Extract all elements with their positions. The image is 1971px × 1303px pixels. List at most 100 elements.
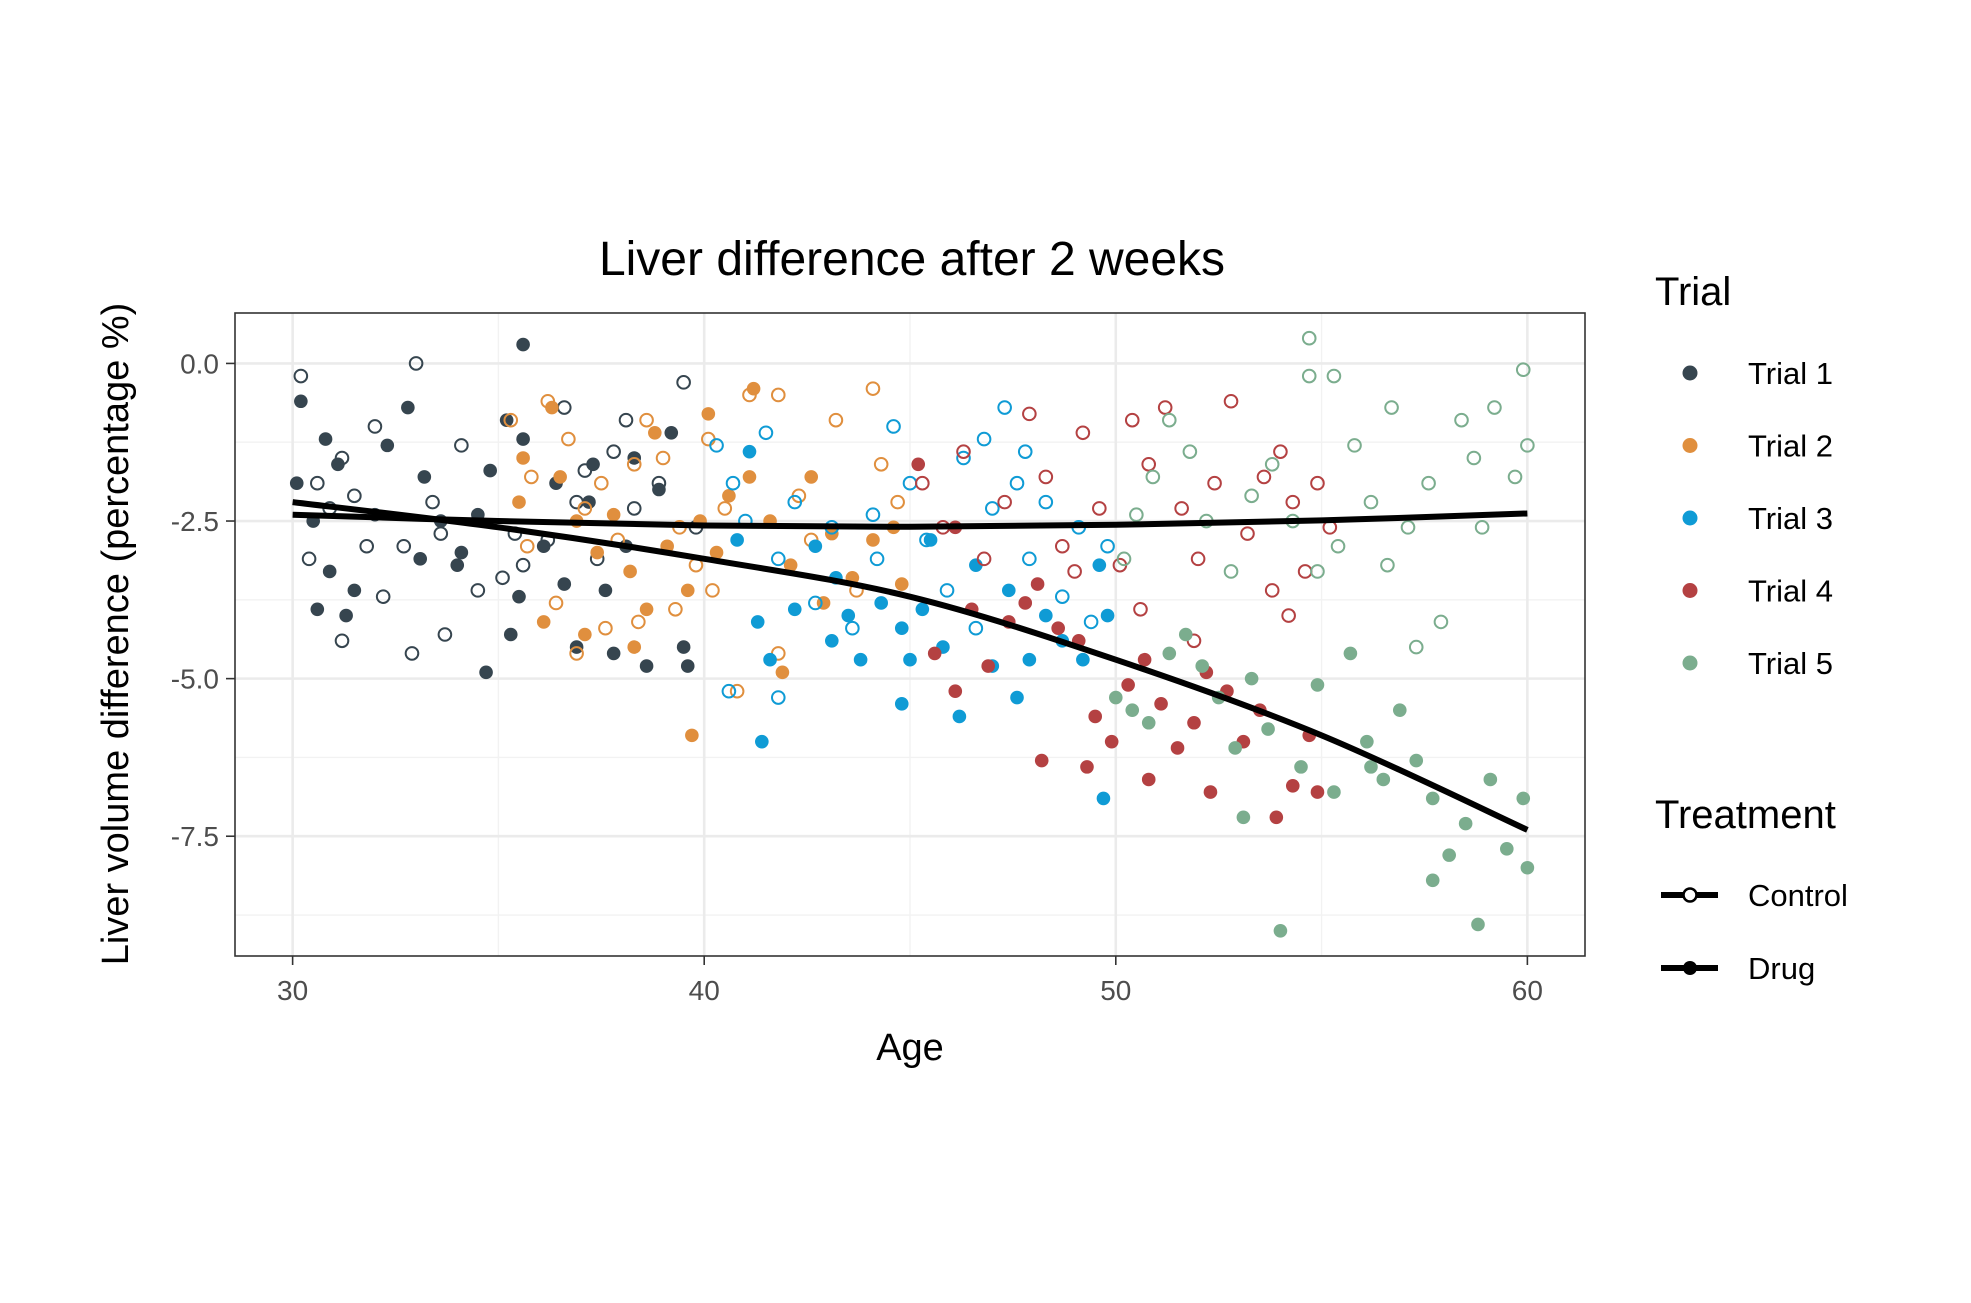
data-point-control: [770, 551, 786, 567]
data-point-drug: [1125, 703, 1140, 717]
data-point-control: [470, 583, 486, 598]
data-point-control: [709, 438, 724, 453]
data-point-control: [976, 551, 992, 567]
data-point-drug: [1104, 734, 1119, 749]
data-point-control: [1264, 583, 1280, 598]
data-point-control: [310, 475, 325, 491]
data-point-control: [770, 387, 786, 403]
data-point-drug: [590, 545, 604, 560]
x-tick-label: 40: [689, 975, 720, 1006]
data-point-control: [1515, 362, 1531, 378]
data-point-control: [639, 412, 654, 428]
data-point-control: [808, 595, 823, 611]
data-point-drug: [401, 400, 415, 415]
data-point-control: [375, 589, 391, 604]
data-point-control: [577, 501, 593, 516]
data-point-control: [1285, 494, 1301, 510]
data-point-drug: [1178, 627, 1193, 642]
data-point-drug: [894, 621, 909, 635]
data-point-drug: [1236, 810, 1251, 825]
plot-border: [234, 312, 1586, 957]
data-point-drug: [915, 602, 930, 617]
data-point-drug: [578, 627, 592, 642]
data-point-drug: [808, 539, 823, 554]
data-point-drug: [1425, 791, 1440, 806]
data-point-drug: [1244, 671, 1259, 686]
data-point-drug: [804, 470, 819, 484]
data-point-control: [293, 368, 309, 384]
data-point-control: [869, 551, 885, 567]
data-point-drug: [1269, 810, 1284, 825]
legend-label: Trial 5: [1748, 646, 1833, 681]
data-point-drug: [1310, 678, 1325, 692]
data-point-control: [301, 551, 317, 567]
data-point-control: [1009, 475, 1025, 491]
data-point-drug: [1141, 715, 1156, 730]
data-point-control: [1244, 488, 1259, 504]
data-point-control: [655, 450, 671, 466]
data-point-control: [676, 375, 691, 390]
data-point-control: [1067, 564, 1082, 579]
x-tick-label: 30: [277, 975, 308, 1006]
data-point-drug: [923, 533, 938, 547]
data-point-drug: [1360, 734, 1374, 749]
data-point-control: [598, 620, 613, 636]
data-point-control: [569, 646, 584, 661]
data-point-drug: [450, 558, 465, 572]
data-point-control: [1054, 538, 1070, 554]
data-point-drug: [1364, 760, 1378, 774]
data-point-drug: [1187, 715, 1201, 730]
data-point-drug: [948, 684, 963, 699]
data-point-control: [976, 431, 992, 447]
data-point-drug: [874, 596, 888, 610]
data-point-control: [1124, 412, 1140, 428]
data-point-drug: [499, 413, 514, 427]
data-point-drug: [627, 640, 642, 654]
data-point-drug: [454, 545, 469, 560]
data-point-control: [519, 538, 535, 554]
data-point-drug: [746, 381, 761, 396]
data-point-drug: [648, 425, 662, 440]
data-point-drug: [516, 337, 530, 352]
data-point-drug: [1376, 772, 1391, 787]
data-point-drug: [1195, 659, 1210, 673]
data-point-control: [359, 538, 375, 554]
trial-legend-item: Trial 5: [1682, 646, 1833, 681]
data-point-control: [1116, 551, 1132, 567]
data-point-drug: [1010, 690, 1024, 705]
data-point-control: [1384, 400, 1399, 415]
data-point-drug: [903, 652, 917, 667]
data-point-drug: [318, 432, 333, 446]
data-point-drug: [512, 495, 526, 509]
data-point-drug: [676, 640, 691, 654]
data-point-drug: [1034, 753, 1049, 768]
data-point-drug: [927, 646, 942, 661]
trend-line-drug: [292, 499, 1529, 833]
data-point-control: [770, 690, 786, 705]
data-point-control: [396, 538, 412, 554]
data-point-drug: [1100, 608, 1115, 623]
data-point-drug: [1409, 753, 1424, 768]
data-point-control: [1174, 501, 1189, 516]
data-point-drug: [1261, 722, 1275, 736]
data-point-drug: [586, 457, 600, 472]
data-point-control: [915, 475, 930, 491]
data-point-control: [873, 456, 889, 472]
data-point-drug: [1137, 652, 1152, 667]
data-point-control: [347, 488, 362, 504]
data-point-drug: [709, 545, 724, 560]
data-point-control: [503, 412, 519, 428]
data-point-control: [1240, 526, 1255, 541]
data-point-control: [725, 475, 741, 491]
data-point-control: [968, 620, 984, 636]
data-point-control: [717, 501, 733, 516]
data-point-control: [705, 583, 720, 598]
data-point-drug: [310, 602, 325, 617]
data-point-control: [1157, 400, 1173, 415]
data-point-drug: [1327, 785, 1341, 799]
data-point-drug: [536, 615, 551, 629]
trial-legend-title: Trial: [1655, 270, 1731, 314]
trial-legend-item: Trial 3: [1682, 501, 1833, 536]
data-point-control: [1075, 425, 1091, 441]
data-point-control: [1182, 444, 1198, 459]
